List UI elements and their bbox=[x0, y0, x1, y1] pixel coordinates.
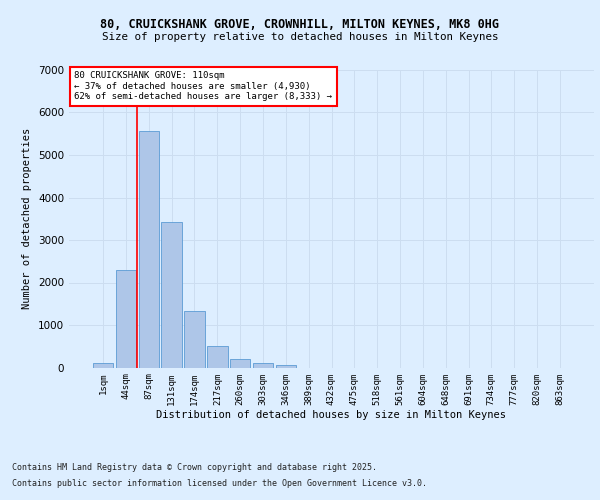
Y-axis label: Number of detached properties: Number of detached properties bbox=[22, 128, 32, 310]
Bar bbox=[161, 222, 182, 368]
Bar bbox=[93, 363, 113, 368]
Text: Contains public sector information licensed under the Open Government Licence v3: Contains public sector information licen… bbox=[12, 478, 427, 488]
Bar bbox=[253, 363, 273, 368]
Text: Contains HM Land Registry data © Crown copyright and database right 2025.: Contains HM Land Registry data © Crown c… bbox=[12, 464, 377, 472]
Bar bbox=[275, 365, 296, 368]
Bar bbox=[184, 311, 205, 368]
X-axis label: Distribution of detached houses by size in Milton Keynes: Distribution of detached houses by size … bbox=[157, 410, 506, 420]
Bar bbox=[139, 131, 159, 368]
Text: 80, CRUICKSHANK GROVE, CROWNHILL, MILTON KEYNES, MK8 0HG: 80, CRUICKSHANK GROVE, CROWNHILL, MILTON… bbox=[101, 18, 499, 30]
Bar bbox=[230, 360, 250, 368]
Bar bbox=[207, 346, 227, 368]
Bar bbox=[116, 270, 136, 368]
Text: 80 CRUICKSHANK GROVE: 110sqm
← 37% of detached houses are smaller (4,930)
62% of: 80 CRUICKSHANK GROVE: 110sqm ← 37% of de… bbox=[74, 72, 332, 102]
Text: Size of property relative to detached houses in Milton Keynes: Size of property relative to detached ho… bbox=[102, 32, 498, 42]
